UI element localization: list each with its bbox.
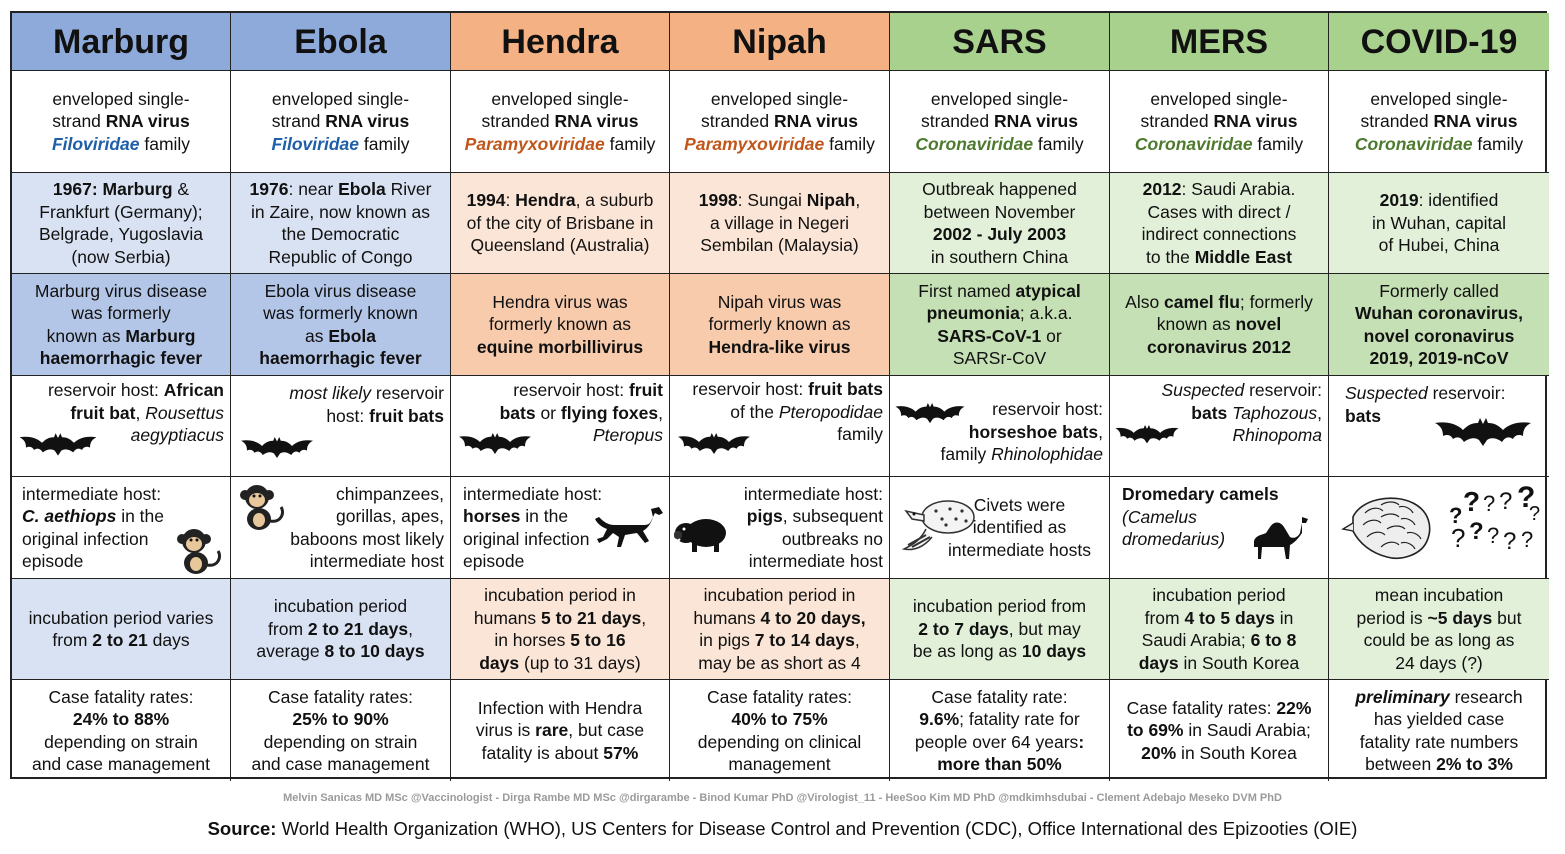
header-hendra: Hendra — [451, 13, 670, 71]
reservoir-ebola: most likely reservoir host: fruit bats — [231, 376, 451, 477]
origin-marburg: 1967: Marburg & Frankfurt (Germany); Bel… — [12, 173, 231, 274]
classification-mers: enveloped single- stranded RNA virus Cor… — [1110, 71, 1329, 173]
horse-icon — [593, 503, 665, 557]
fatality-ebola: Case fatality rates: 25% to 90% dependin… — [231, 680, 451, 781]
intermediate-hendra: intermediate host: horses in the origina… — [451, 477, 670, 579]
intermediate-mers: Dromedary camels (Camelus dromedarius) — [1110, 477, 1329, 579]
reservoir-mers: Suspected reservoir: bats Taphozous, Rhi… — [1110, 376, 1329, 477]
fatality-sars: Case fatality rate: 9.6%; fatality rate … — [890, 680, 1110, 781]
monkey-icon — [174, 525, 226, 578]
reservoir-hendra: reservoir host: fruit bats or flying fox… — [451, 376, 670, 477]
civet-icon — [896, 489, 982, 565]
incubation-hendra: incubation period in humans 5 to 21 days… — [451, 579, 670, 680]
fatality-covid: preliminary research has yielded case fa… — [1355, 686, 1523, 775]
header-ebola: Ebola — [231, 13, 451, 71]
header-sars: SARS — [890, 13, 1110, 71]
bat-icon — [676, 430, 752, 460]
bat-icon — [18, 430, 98, 462]
bat-icon — [1433, 414, 1533, 454]
boar-icon — [672, 513, 730, 559]
header-mers: MERS — [1110, 13, 1329, 71]
fatality-mers: Case fatality rates: 22% to 69% in Saudi… — [1110, 680, 1329, 781]
classification-marburg: enveloped single- strand RNA virus Filov… — [12, 71, 231, 173]
header-marburg: Marburg — [12, 13, 231, 71]
classification-nipah: enveloped single- stranded RNA virus Par… — [670, 71, 890, 173]
origin-ebola: 1976: near Ebola River in Zaire, now kno… — [231, 173, 451, 274]
author-credits: Melvin Sanicas MD MSc @Vaccinologist - D… — [283, 792, 1282, 804]
incubation-sars: incubation period from 2 to 7 days, but … — [890, 579, 1110, 680]
monkey-icon — [237, 481, 289, 537]
names-marburg: Marburg virus disease was formerly known… — [12, 274, 231, 376]
names-mers: Also camel flu; formerly known as novel … — [1110, 274, 1329, 376]
classification-hendra: enveloped single- stranded RNA virus Par… — [451, 71, 670, 173]
bat-icon — [894, 400, 966, 429]
incubation-ebola: incubation period from 2 to 21 days, ave… — [231, 579, 451, 680]
incubation-covid: mean incubation period is ~5 days but co… — [1329, 579, 1549, 680]
reservoir-marburg: reservoir host: African fruit bat, Rouse… — [12, 376, 231, 477]
reservoir-nipah: reservoir host: fruit bats of the Pterop… — [670, 376, 890, 477]
incubation-marburg: incubation period varies from 2 to 21 da… — [12, 579, 231, 680]
intermediate-covid: ? ? ? ? ? ? ? ? ? ? ? — [1329, 477, 1549, 579]
intermediate-ebola: chimpanzees, gorillas, apes, baboons mos… — [231, 477, 451, 579]
question-marks-icon: ? ? ? ? ? ? ? ? ? ? ? — [1449, 481, 1541, 555]
origin-covid: 2019: identified in Wuhan, capital of Hu… — [1329, 173, 1549, 274]
intermediate-marburg: intermediate host: C. aethiops in the or… — [12, 477, 231, 579]
bat-icon — [1114, 422, 1180, 449]
origin-mers: 2012: Saudi Arabia. Cases with direct / … — [1110, 173, 1329, 274]
origin-hendra: 1994: Hendra, a suburb of the city of Br… — [451, 173, 670, 274]
source-line: Source: World Health Organization (WHO),… — [0, 818, 1565, 840]
camel-icon — [1244, 513, 1310, 567]
header-covid: COVID-19 — [1329, 13, 1549, 71]
incubation-nipah: incubation period in humans 4 to 20 days… — [670, 579, 890, 680]
origin-nipah: 1998: Sungai Nipah, a village in Negeri … — [670, 173, 890, 274]
fatality-nipah: Case fatality rates: 40% to 75% dependin… — [670, 680, 890, 781]
classification-ebola: enveloped single- strand RNA virus Filov… — [231, 71, 451, 173]
source-label: Source: — [207, 818, 277, 839]
intermediate-sars: Civets were identified as intermediate h… — [890, 477, 1110, 579]
intermediate-nipah: intermediate host: pigs, subsequent outb… — [670, 477, 890, 579]
source-text: World Health Organization (WHO), US Cent… — [276, 818, 1358, 839]
bat-icon — [457, 430, 533, 460]
incubation-mers: incubation period from 4 to 5 days in Sa… — [1110, 579, 1329, 680]
header-nipah: Nipah — [670, 13, 890, 71]
origin-sars: Outbreak happened between November 2002 … — [890, 173, 1110, 274]
fatality-hendra: Infection with Hendra virus is rare, but… — [451, 680, 670, 781]
names-hendra: Hendra virus was formerly known as equin… — [451, 274, 670, 376]
names-covid: Formerly called Wuhan coronavirus, novel… — [1329, 274, 1549, 376]
virus-comparison-table: Marburg Ebola Hendra Nipah SARS MERS COV… — [10, 11, 1549, 781]
reservoir-sars: reservoir host: horseshoe bats, family R… — [890, 376, 1110, 477]
bat-icon — [239, 434, 315, 464]
reservoir-covid: Suspected reservoir: bats — [1329, 376, 1549, 477]
names-sars: First named atypical pneumonia; a.k.a. S… — [890, 274, 1110, 376]
classification-sars: enveloped single- stranded RNA virus Cor… — [890, 71, 1110, 173]
names-nipah: Nipah virus was formerly known as Hendra… — [670, 274, 890, 376]
classification-covid: enveloped single- stranded RNA virus Cor… — [1329, 71, 1549, 173]
names-ebola: Ebola virus disease was formerly known a… — [231, 274, 451, 376]
pangolin-icon — [1341, 487, 1441, 573]
fatality-marburg: Case fatality rates: 24% to 88% dependin… — [12, 680, 231, 781]
